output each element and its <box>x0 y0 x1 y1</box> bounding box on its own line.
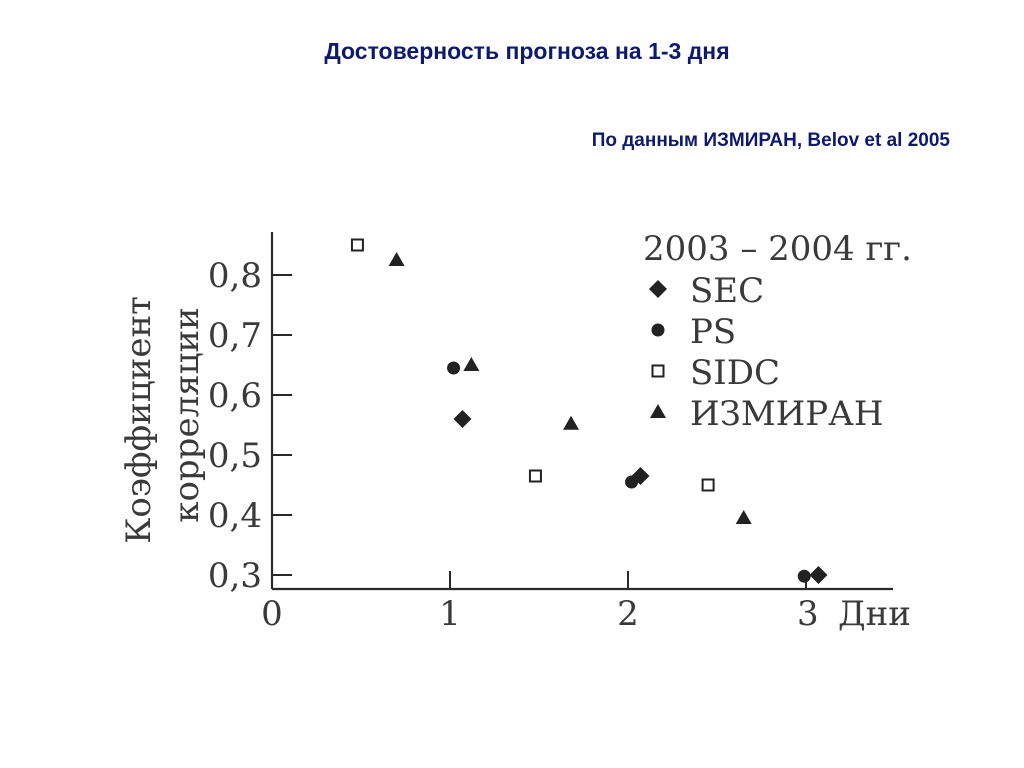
series-circle <box>447 361 811 583</box>
y-tick-label: 0,3 <box>208 556 262 596</box>
x-tick-label: 2 <box>617 594 639 634</box>
legend-marker-triangle <box>650 404 666 418</box>
y-axis-label-line1: Коэффициент <box>119 296 159 544</box>
series-triangle <box>388 252 752 524</box>
legend-label: ИЗМИРАН <box>690 394 884 434</box>
data-point-triangle <box>388 252 405 266</box>
y-tick-label: 0,7 <box>208 316 262 356</box>
y-axis-label-line2: корреляции <box>167 307 207 523</box>
legend-label: SEC <box>690 271 764 311</box>
data-point-triangle <box>463 357 480 371</box>
data-point-diamond <box>453 410 472 428</box>
legend-label: PS <box>690 312 736 352</box>
legend-marker-square <box>651 364 665 378</box>
legend-marker-diamond <box>649 280 667 298</box>
x-tick-label: 1 <box>439 594 461 634</box>
chart-points <box>350 238 828 584</box>
legend-label: SIDC <box>690 353 780 393</box>
legend-marker-circle <box>651 323 665 337</box>
chart-ticks: 0,3 0,4 0,5 0,6 0,7 0,8 0 1 2 3 <box>208 256 819 634</box>
page-subtitle: По данным ИЗМИРАН, Belov et al 2005 <box>591 130 950 151</box>
legend-title: 2003 – 2004 гг. <box>643 229 912 269</box>
data-point-triangle <box>563 415 580 430</box>
data-point-square <box>528 469 542 483</box>
data-point-square <box>350 238 364 252</box>
x-tick-label: 0 <box>261 594 283 634</box>
data-point-triangle <box>735 510 752 524</box>
y-tick-label: 0,5 <box>208 436 262 476</box>
x-tick-label: 3 <box>797 594 819 634</box>
chart-labels: Дни Коэффициент корреляции <box>119 296 911 634</box>
x-axis-label: Дни <box>838 594 911 634</box>
data-point-circle <box>447 361 461 375</box>
y-tick-label: 0,4 <box>208 496 262 536</box>
page-title: Достоверность прогноза на 1-3 дня <box>324 38 730 64</box>
series-diamond <box>453 410 828 584</box>
data-point-diamond <box>809 566 828 584</box>
series-square <box>350 238 715 492</box>
y-tick-label: 0,6 <box>208 376 262 416</box>
data-point-circle <box>797 569 811 583</box>
chart-axes <box>270 232 893 591</box>
data-point-square <box>701 478 715 492</box>
data-point-circle <box>625 475 639 489</box>
y-tick-label: 0,8 <box>208 256 262 296</box>
